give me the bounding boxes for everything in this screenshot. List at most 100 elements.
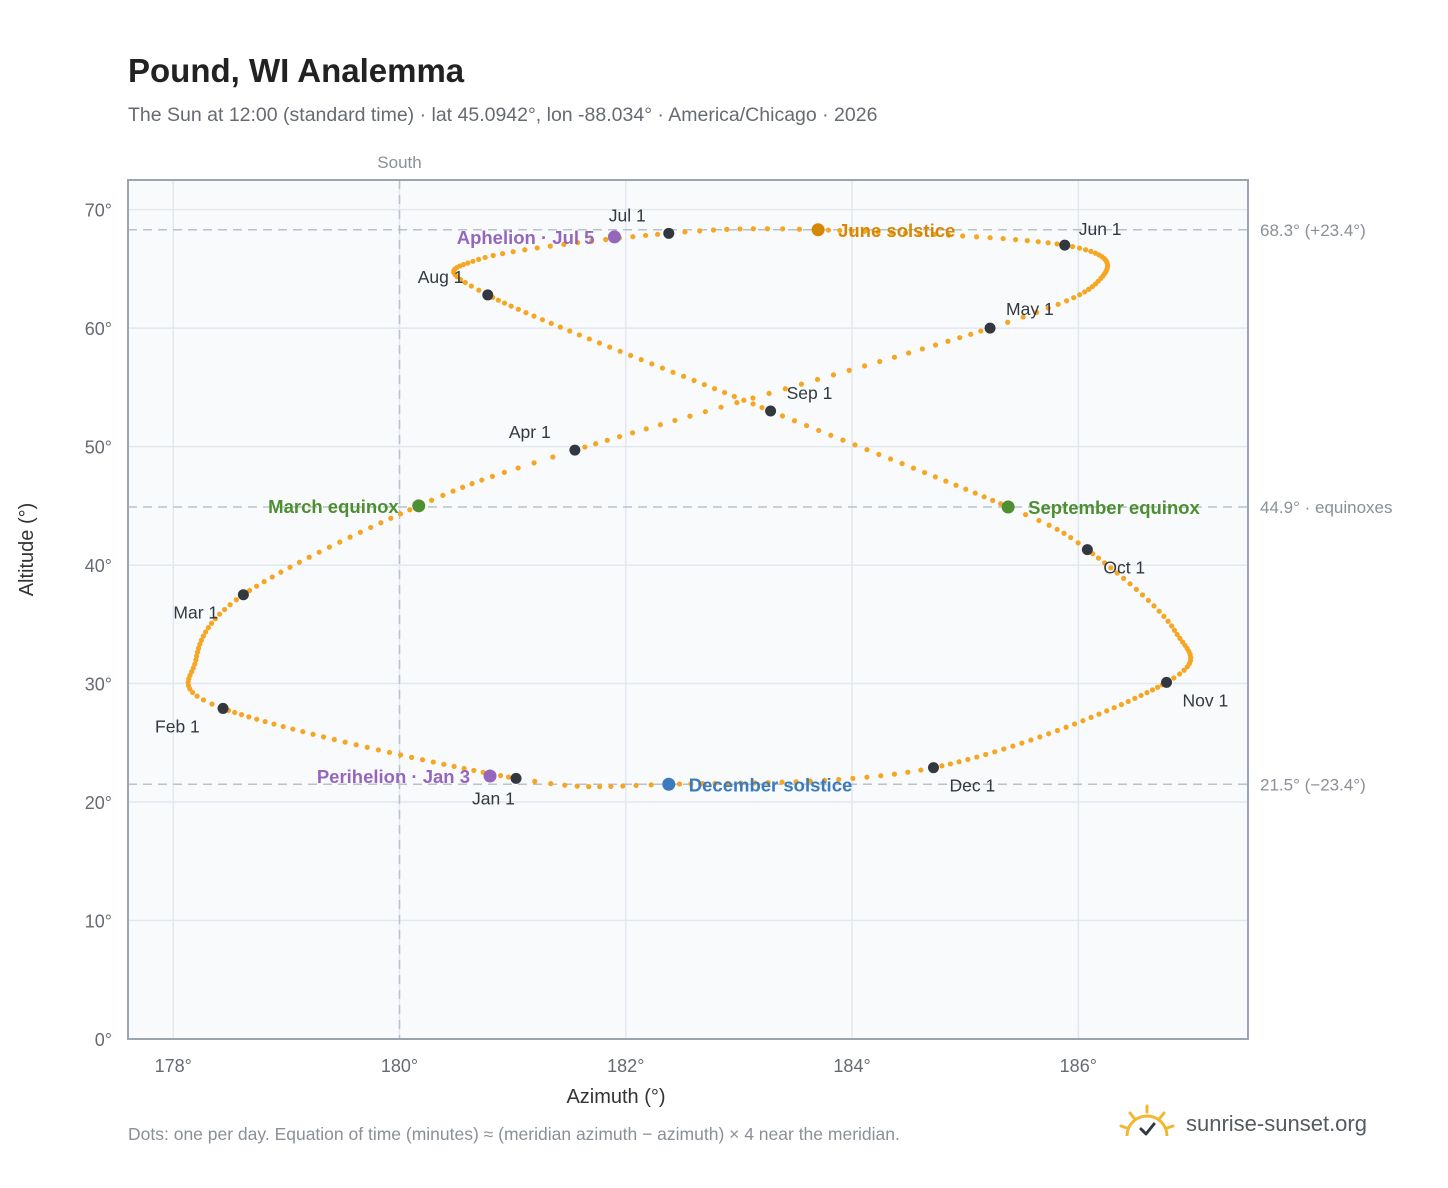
day-dot	[576, 332, 583, 338]
day-dot	[1133, 586, 1139, 592]
chart-subtitle: The Sun at 12:00 (standard time) · lat 4…	[128, 104, 878, 126]
day-dot	[943, 478, 949, 484]
day-dot	[190, 689, 196, 696]
day-dot	[738, 780, 744, 786]
day-dot	[227, 602, 233, 608]
day-dot	[1139, 592, 1146, 598]
day-dot	[816, 427, 822, 434]
y-tick-label: 30°	[85, 675, 112, 695]
day-dot	[846, 367, 852, 373]
day-dot	[750, 401, 756, 407]
day-dot	[616, 434, 623, 440]
day-dot	[451, 763, 457, 770]
brand[interactable]: sunrise-sunset.org	[1118, 1104, 1367, 1144]
day-dot	[233, 597, 239, 603]
month-marker-label: Sep 1	[787, 383, 833, 403]
day-dot	[1075, 540, 1081, 546]
day-dot	[1082, 247, 1089, 253]
day-dot	[691, 377, 697, 384]
day-dot	[1177, 671, 1183, 677]
day-dot	[764, 226, 771, 232]
month-marker-label: Aug 1	[418, 267, 464, 287]
day-dot	[821, 777, 828, 783]
day-dot	[1010, 743, 1016, 749]
event-marker	[1001, 500, 1015, 514]
day-dot	[192, 661, 198, 667]
day-dot	[1145, 597, 1152, 604]
event-label: Aphelion · Jul 5	[457, 227, 595, 248]
day-dot	[682, 229, 688, 235]
day-dot	[603, 236, 609, 243]
day-dot	[510, 249, 516, 255]
day-dot	[261, 579, 267, 585]
day-dot	[247, 587, 253, 594]
day-dot	[906, 350, 912, 356]
day-dot	[194, 649, 201, 655]
day-dot	[1061, 530, 1067, 536]
day-dot	[1037, 734, 1043, 740]
day-dot	[642, 232, 649, 239]
day-dot	[620, 783, 626, 789]
month-markers: Jan 1 Feb 1 Mar 1 Apr 1 May 1 Jun 1 Jul 1 Aug 1…	[155, 205, 1228, 808]
day-dot	[550, 454, 556, 460]
day-dot	[918, 767, 924, 773]
meridian-line: South	[377, 153, 422, 1039]
day-dot	[269, 574, 275, 580]
day-dot	[779, 413, 786, 419]
day-dot	[1063, 298, 1070, 304]
day-dot	[968, 331, 974, 337]
day-dot	[203, 629, 209, 635]
day-dot	[945, 338, 951, 344]
day-dot	[500, 250, 506, 257]
day-dot	[409, 754, 415, 760]
day-dot	[875, 229, 881, 235]
day-dot	[548, 781, 554, 787]
day-dot	[253, 583, 260, 589]
day-dot	[782, 386, 788, 392]
day-dot	[701, 381, 707, 388]
day-dot	[1127, 581, 1133, 587]
y-tick-label: 40°	[85, 556, 112, 576]
day-dot	[850, 775, 856, 782]
month-marker	[237, 589, 249, 601]
day-dot	[461, 765, 467, 772]
day-dot	[939, 763, 945, 769]
event-marker	[607, 230, 621, 244]
day-dot	[793, 779, 799, 785]
day-dot	[1086, 286, 1092, 292]
day-dot	[891, 771, 898, 777]
day-dot	[919, 346, 925, 352]
day-dot	[1156, 608, 1162, 614]
day-dot	[700, 781, 706, 787]
reference-line-label: 68.3° (+23.4°)	[1260, 221, 1366, 240]
event-label: March equinox	[268, 496, 399, 517]
day-dot	[531, 460, 537, 466]
day-dot	[221, 606, 228, 613]
month-marker-label: Jul 1	[609, 205, 646, 225]
day-dot	[750, 226, 756, 232]
day-dot	[430, 759, 436, 765]
reference-line-label: 21.5° (−23.4°)	[1260, 775, 1366, 794]
day-dot	[779, 779, 785, 785]
day-dot	[849, 228, 855, 234]
day-dot	[441, 761, 447, 767]
day-dot	[861, 228, 868, 234]
day-dot	[1101, 560, 1108, 566]
day-dot	[1138, 692, 1144, 699]
day-dot	[1165, 618, 1171, 624]
x-tick-label: 182°	[607, 1056, 644, 1076]
day-dot	[306, 554, 312, 560]
day-dot	[670, 369, 676, 375]
day-dot	[1055, 301, 1061, 307]
day-dot	[765, 779, 771, 786]
day-dot	[440, 492, 446, 498]
day-dot	[342, 739, 348, 745]
day-dot	[807, 778, 813, 784]
day-dot	[741, 397, 747, 403]
month-marker	[984, 322, 996, 334]
day-dot	[476, 256, 482, 262]
day-dot	[589, 238, 595, 244]
day-dot	[596, 340, 603, 346]
month-marker	[1059, 239, 1071, 251]
day-dot	[978, 328, 984, 334]
